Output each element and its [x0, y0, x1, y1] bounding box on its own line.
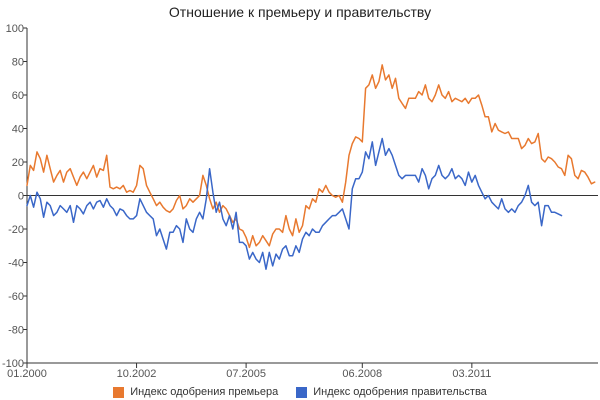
legend-item-government: Индекс одобрения правительства: [296, 386, 487, 398]
legend-item-premier: Индекс одобрения премьера: [113, 386, 278, 398]
chart-title: Отношение к премьеру и правительству: [168, 4, 432, 20]
y-tick-label: 60: [12, 90, 24, 102]
y-tick-label: -60: [8, 291, 24, 303]
y-tick-label: 20: [12, 157, 24, 169]
x-tick-label: 01.2000: [7, 368, 47, 380]
y-tick-label: 0: [18, 191, 24, 203]
y-tick-label: -100: [2, 358, 24, 370]
legend-label-premier: Индекс одобрения премьера: [130, 386, 279, 398]
x-tick-label: 07.2005: [226, 368, 266, 380]
chart-legend: Индекс одобрения премьера Индекс одобрен…: [0, 385, 600, 399]
legend-label-government: Индекс одобрения правительства: [313, 386, 487, 398]
y-tick-label: -20: [8, 224, 24, 236]
legend-swatch-government: [296, 386, 308, 398]
series-line-premier: [26, 64, 596, 249]
legend-swatch-premier: [113, 386, 125, 398]
x-tick-label: 06.2008: [342, 368, 382, 380]
y-tick-label: -40: [8, 258, 24, 270]
x-tick-label: 10.2002: [117, 368, 157, 380]
y-tick-label: 40: [12, 124, 24, 136]
y-tick-label: 100: [6, 23, 24, 35]
y-tick-label: -80: [8, 325, 24, 337]
series-line-government: [26, 137, 563, 270]
x-tick-label: 03.2011: [452, 368, 491, 380]
y-tick-label: 80: [12, 57, 24, 69]
